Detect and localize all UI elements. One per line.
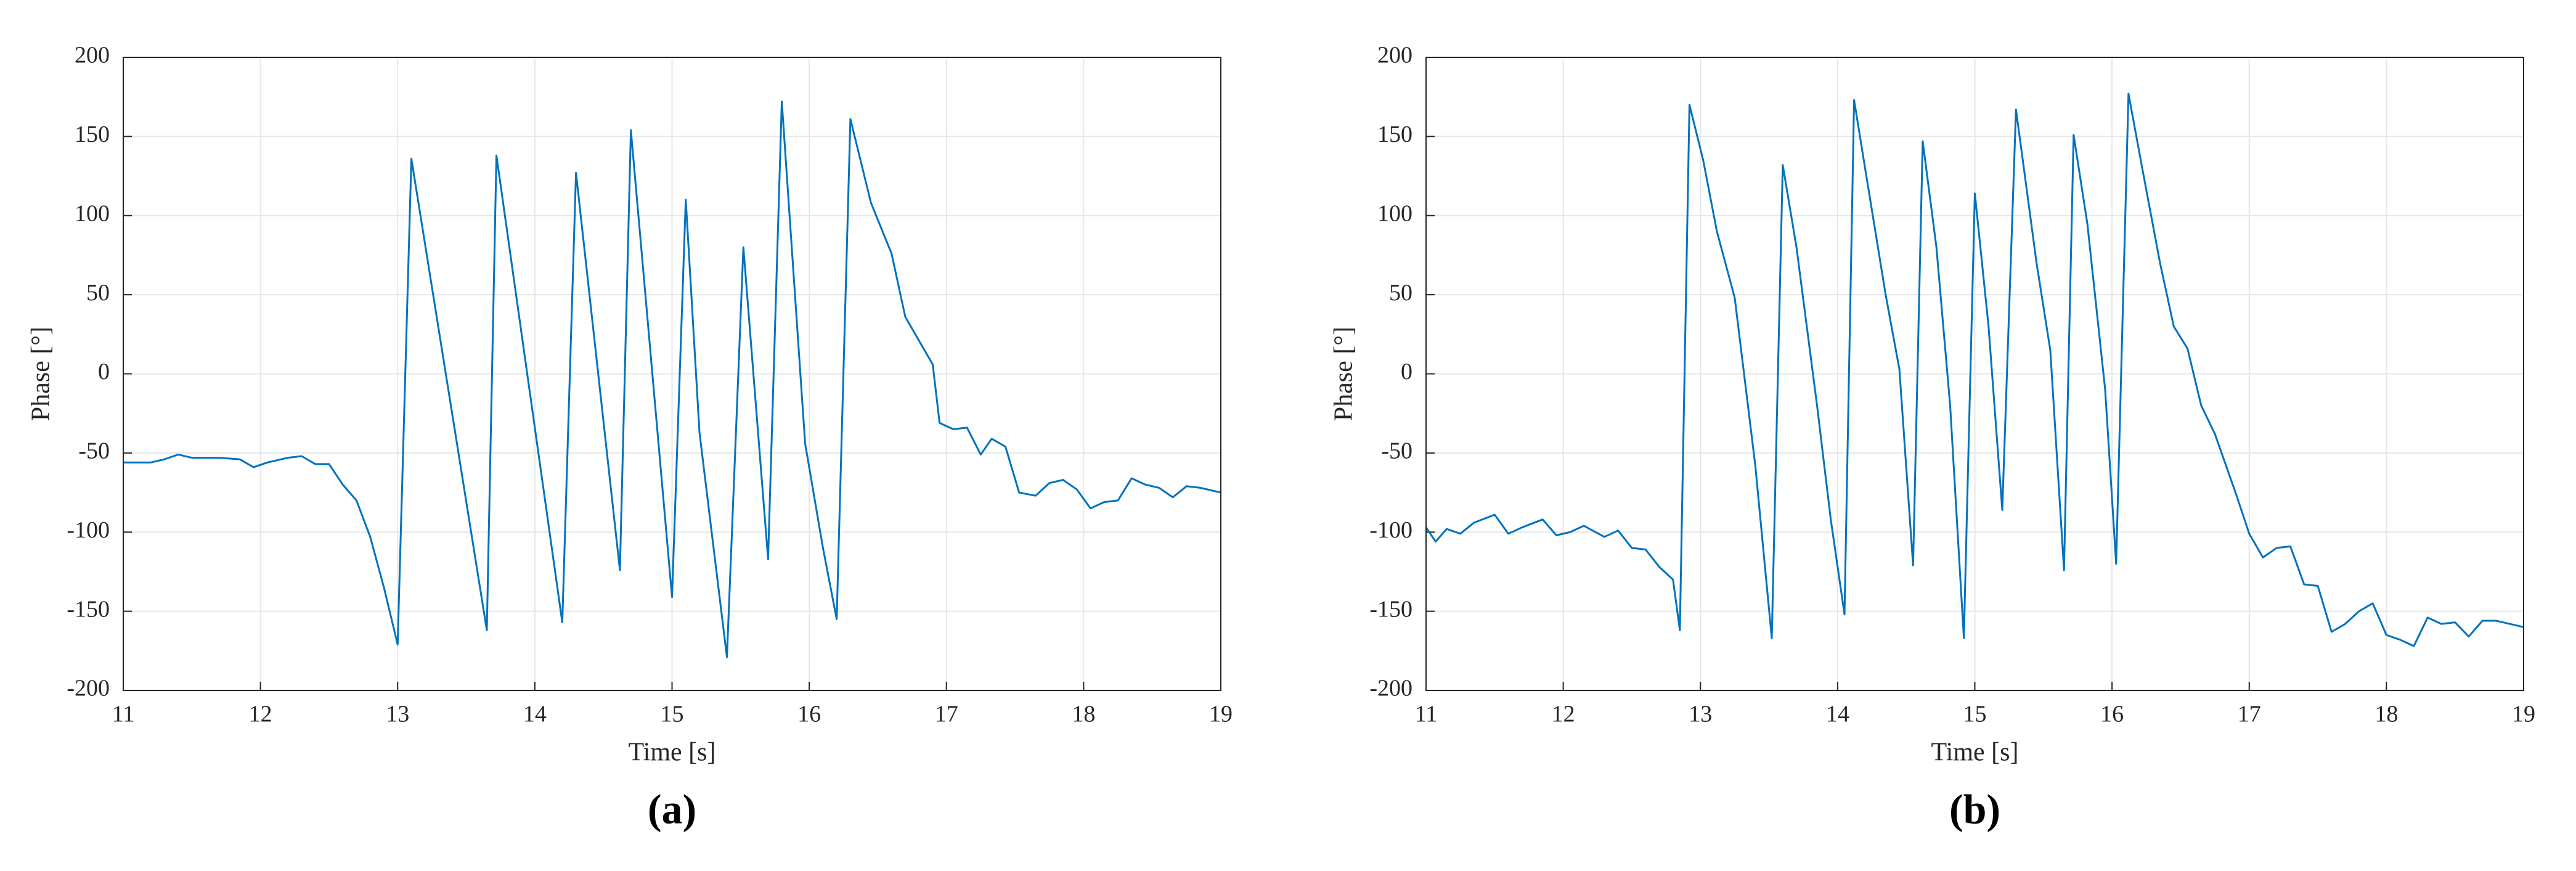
y-tick-label: 0: [1401, 359, 1412, 385]
y-tick-label: 100: [75, 200, 110, 226]
x-tick-label: 18: [1072, 701, 1095, 727]
y-tick-label: -150: [67, 596, 110, 622]
data-line: [1425, 92, 2524, 647]
y-tick-label: -200: [67, 676, 110, 701]
x-tick-label: 15: [1963, 701, 1987, 727]
x-tick-label: 17: [935, 701, 958, 727]
x-tick-label: 16: [2100, 701, 2124, 727]
y-tick-label: 100: [1377, 200, 1412, 226]
x-axis-label: Time [s]: [1931, 738, 2019, 767]
x-tick-label: 11: [1415, 701, 1438, 727]
y-tick-label: 150: [1377, 121, 1412, 147]
x-tick-label: 11: [112, 701, 135, 727]
y-tick-label: -50: [1381, 438, 1412, 464]
x-tick-label: 14: [523, 701, 547, 727]
x-tick-label: 16: [797, 701, 821, 727]
x-tick-label: 19: [2512, 701, 2535, 727]
axes-box: [123, 57, 1221, 691]
x-tick-label: 18: [2374, 701, 2398, 727]
chart-panel: 11 12 13 14 15 16 17 18 19 -200 -150 -100 -50 0 50 100 1…: [1330, 43, 2535, 833]
y-tick-label: 50: [1389, 280, 1412, 306]
chart-panel: 11 12 13 14 15 16 17 18 19 -200 -150 -100 -50 0 50 100 1…: [27, 43, 1233, 833]
y-tick-label: 150: [75, 121, 110, 147]
x-tick-label: 19: [1209, 701, 1233, 727]
data-line: [123, 100, 1221, 658]
y-tick-label: -200: [1369, 676, 1412, 701]
y-axis-label: Phase [°]: [1330, 327, 1358, 421]
y-tick-label: -100: [1369, 517, 1412, 543]
x-tick-label: 17: [2238, 701, 2261, 727]
y-tick-label: 50: [86, 280, 110, 306]
x-tick-label: 14: [1826, 701, 1849, 727]
panel-label: (a): [648, 786, 696, 833]
y-axis-label: Phase [°]: [27, 327, 55, 421]
y-tick-label: 0: [98, 359, 110, 385]
panel-label: (b): [1949, 786, 2000, 833]
y-tick-label: -150: [1369, 596, 1412, 622]
y-tick-label: -50: [78, 438, 110, 464]
y-tick-label: 200: [75, 43, 110, 68]
x-axis-label: Time [s]: [629, 738, 716, 767]
x-tick-label: 13: [1689, 701, 1712, 727]
x-tick-label: 13: [386, 701, 409, 727]
x-tick-label: 15: [661, 701, 684, 727]
x-tick-label: 12: [1552, 701, 1575, 727]
axes-box: [1425, 57, 2524, 691]
x-tick-label: 12: [249, 701, 272, 727]
y-tick-label: 200: [1377, 43, 1412, 68]
y-tick-label: -100: [67, 517, 110, 543]
